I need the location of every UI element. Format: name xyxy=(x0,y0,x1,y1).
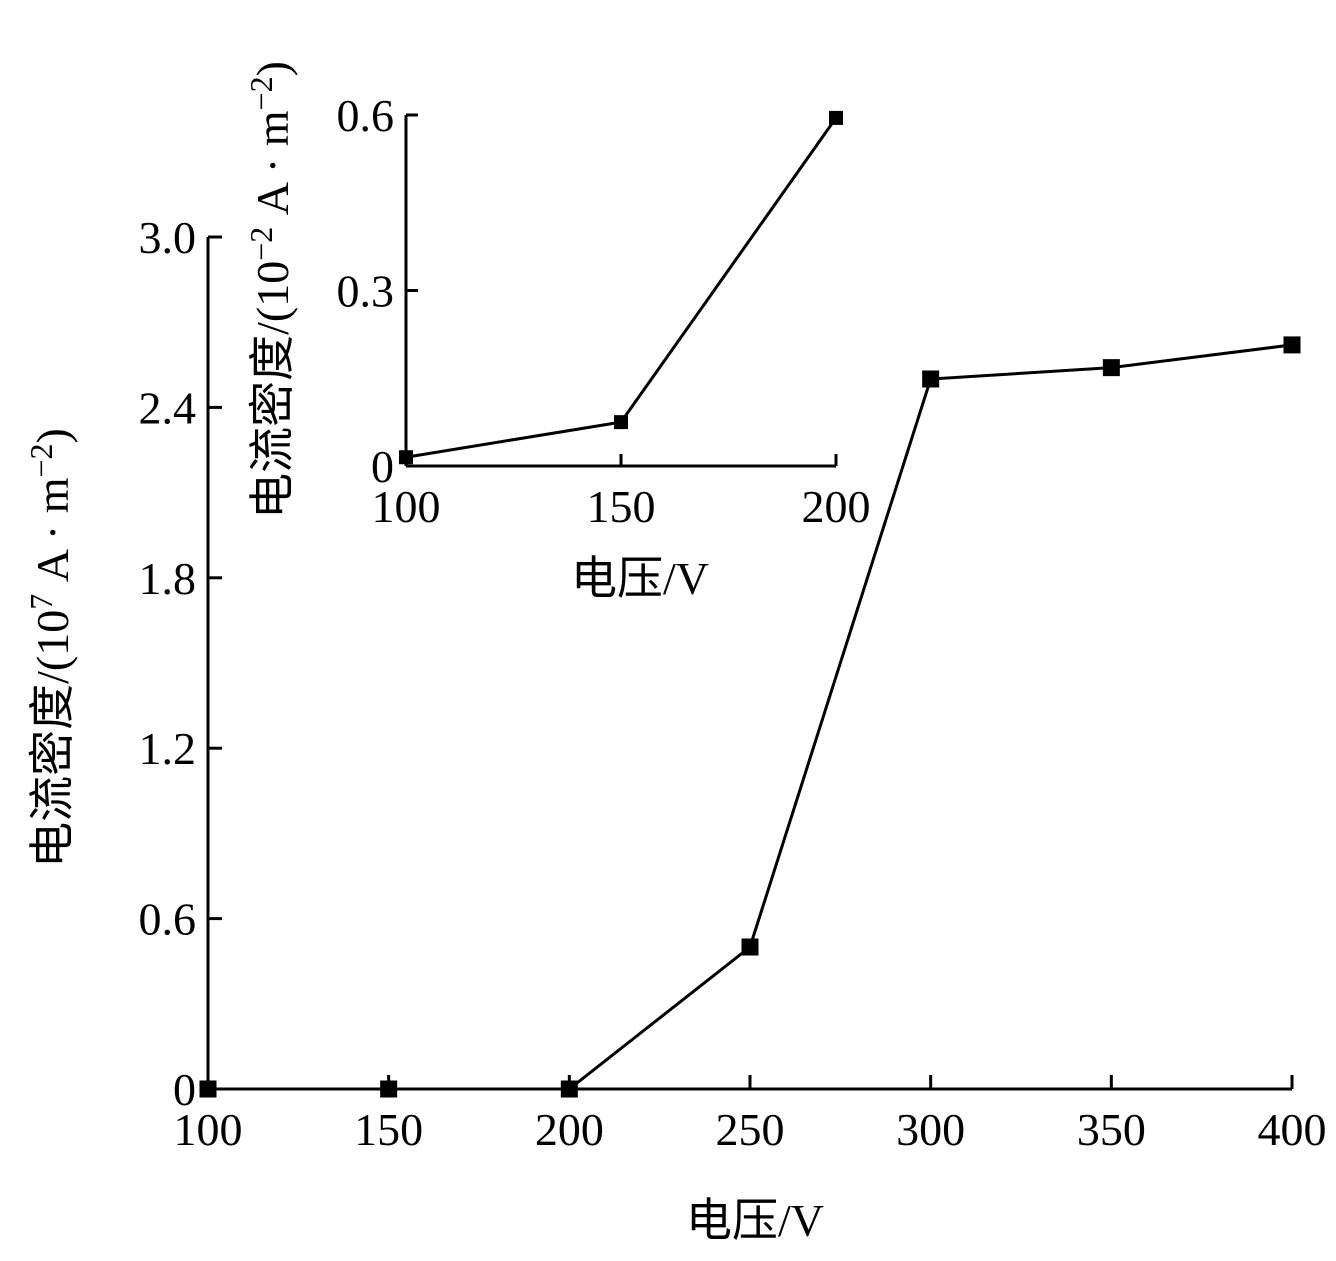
y-axis-title-part: A · m xyxy=(247,110,298,227)
y-axis-title-superscript: −2 xyxy=(243,227,279,261)
y-tick-label: 1.2 xyxy=(139,723,197,774)
x-tick-label: 200 xyxy=(802,481,871,532)
data-point-marker xyxy=(399,450,413,465)
x-tick-label: 350 xyxy=(1077,1104,1146,1155)
y-axis-title: 电流密度/(107 A · m−2) xyxy=(23,428,78,868)
data-point-marker xyxy=(560,1080,578,1098)
y-axis-title-main: 电流密度/(10 xyxy=(247,261,298,519)
y-axis-title-part: A · m xyxy=(27,477,78,594)
data-point-marker xyxy=(741,938,759,956)
series-line xyxy=(405,117,838,459)
x-tick-label: 150 xyxy=(354,1104,423,1155)
x-axis-title: 电压/V xyxy=(686,1195,824,1246)
data-point-marker xyxy=(829,110,843,125)
y-tick-label: 3.0 xyxy=(139,212,197,263)
y-tick-label: 1.8 xyxy=(139,553,197,604)
data-point-marker xyxy=(1283,336,1301,354)
data-point-marker xyxy=(1102,359,1120,377)
x-tick-label: 250 xyxy=(716,1104,785,1155)
x-tick-label: 200 xyxy=(535,1104,604,1155)
x-tick-label: 400 xyxy=(1258,1104,1327,1155)
y-tick-label: 0.6 xyxy=(337,90,395,141)
y-axis-title-part: ) xyxy=(27,428,78,443)
y-axis-title-superscript: 7 xyxy=(23,594,59,610)
data-point-marker xyxy=(199,1080,217,1098)
y-tick-label: 0 xyxy=(173,1064,196,1115)
y-axis-title-superscript: −2 xyxy=(243,76,279,110)
data-point-marker xyxy=(614,415,628,430)
x-axis-title: 电压/V xyxy=(571,553,709,604)
x-tick-label: 100 xyxy=(372,481,441,532)
y-axis-title: 电流密度/(10−2 A · m−2) xyxy=(243,61,298,519)
main-chart: 0 0.6 1.2 1.8 2.4 3.0 100 150 200 250 300 350 400 电压/… xyxy=(23,212,1327,1246)
y-axis-title-main: 电流密度/(10 xyxy=(27,610,78,868)
y-tick-label: 0.6 xyxy=(139,894,197,945)
y-axis-title-superscript: −2 xyxy=(23,443,59,477)
x-tick-label: 300 xyxy=(896,1104,965,1155)
x-tick-label: 100 xyxy=(174,1104,243,1155)
x-tick-label: 150 xyxy=(587,481,656,532)
y-tick-label: 0 xyxy=(371,441,394,492)
y-axis-title-part: ) xyxy=(247,61,298,76)
data-point-marker xyxy=(380,1080,398,1098)
y-tick-label: 2.4 xyxy=(139,382,197,433)
y-tick-label: 0.3 xyxy=(337,266,395,317)
data-point-marker xyxy=(922,370,940,388)
